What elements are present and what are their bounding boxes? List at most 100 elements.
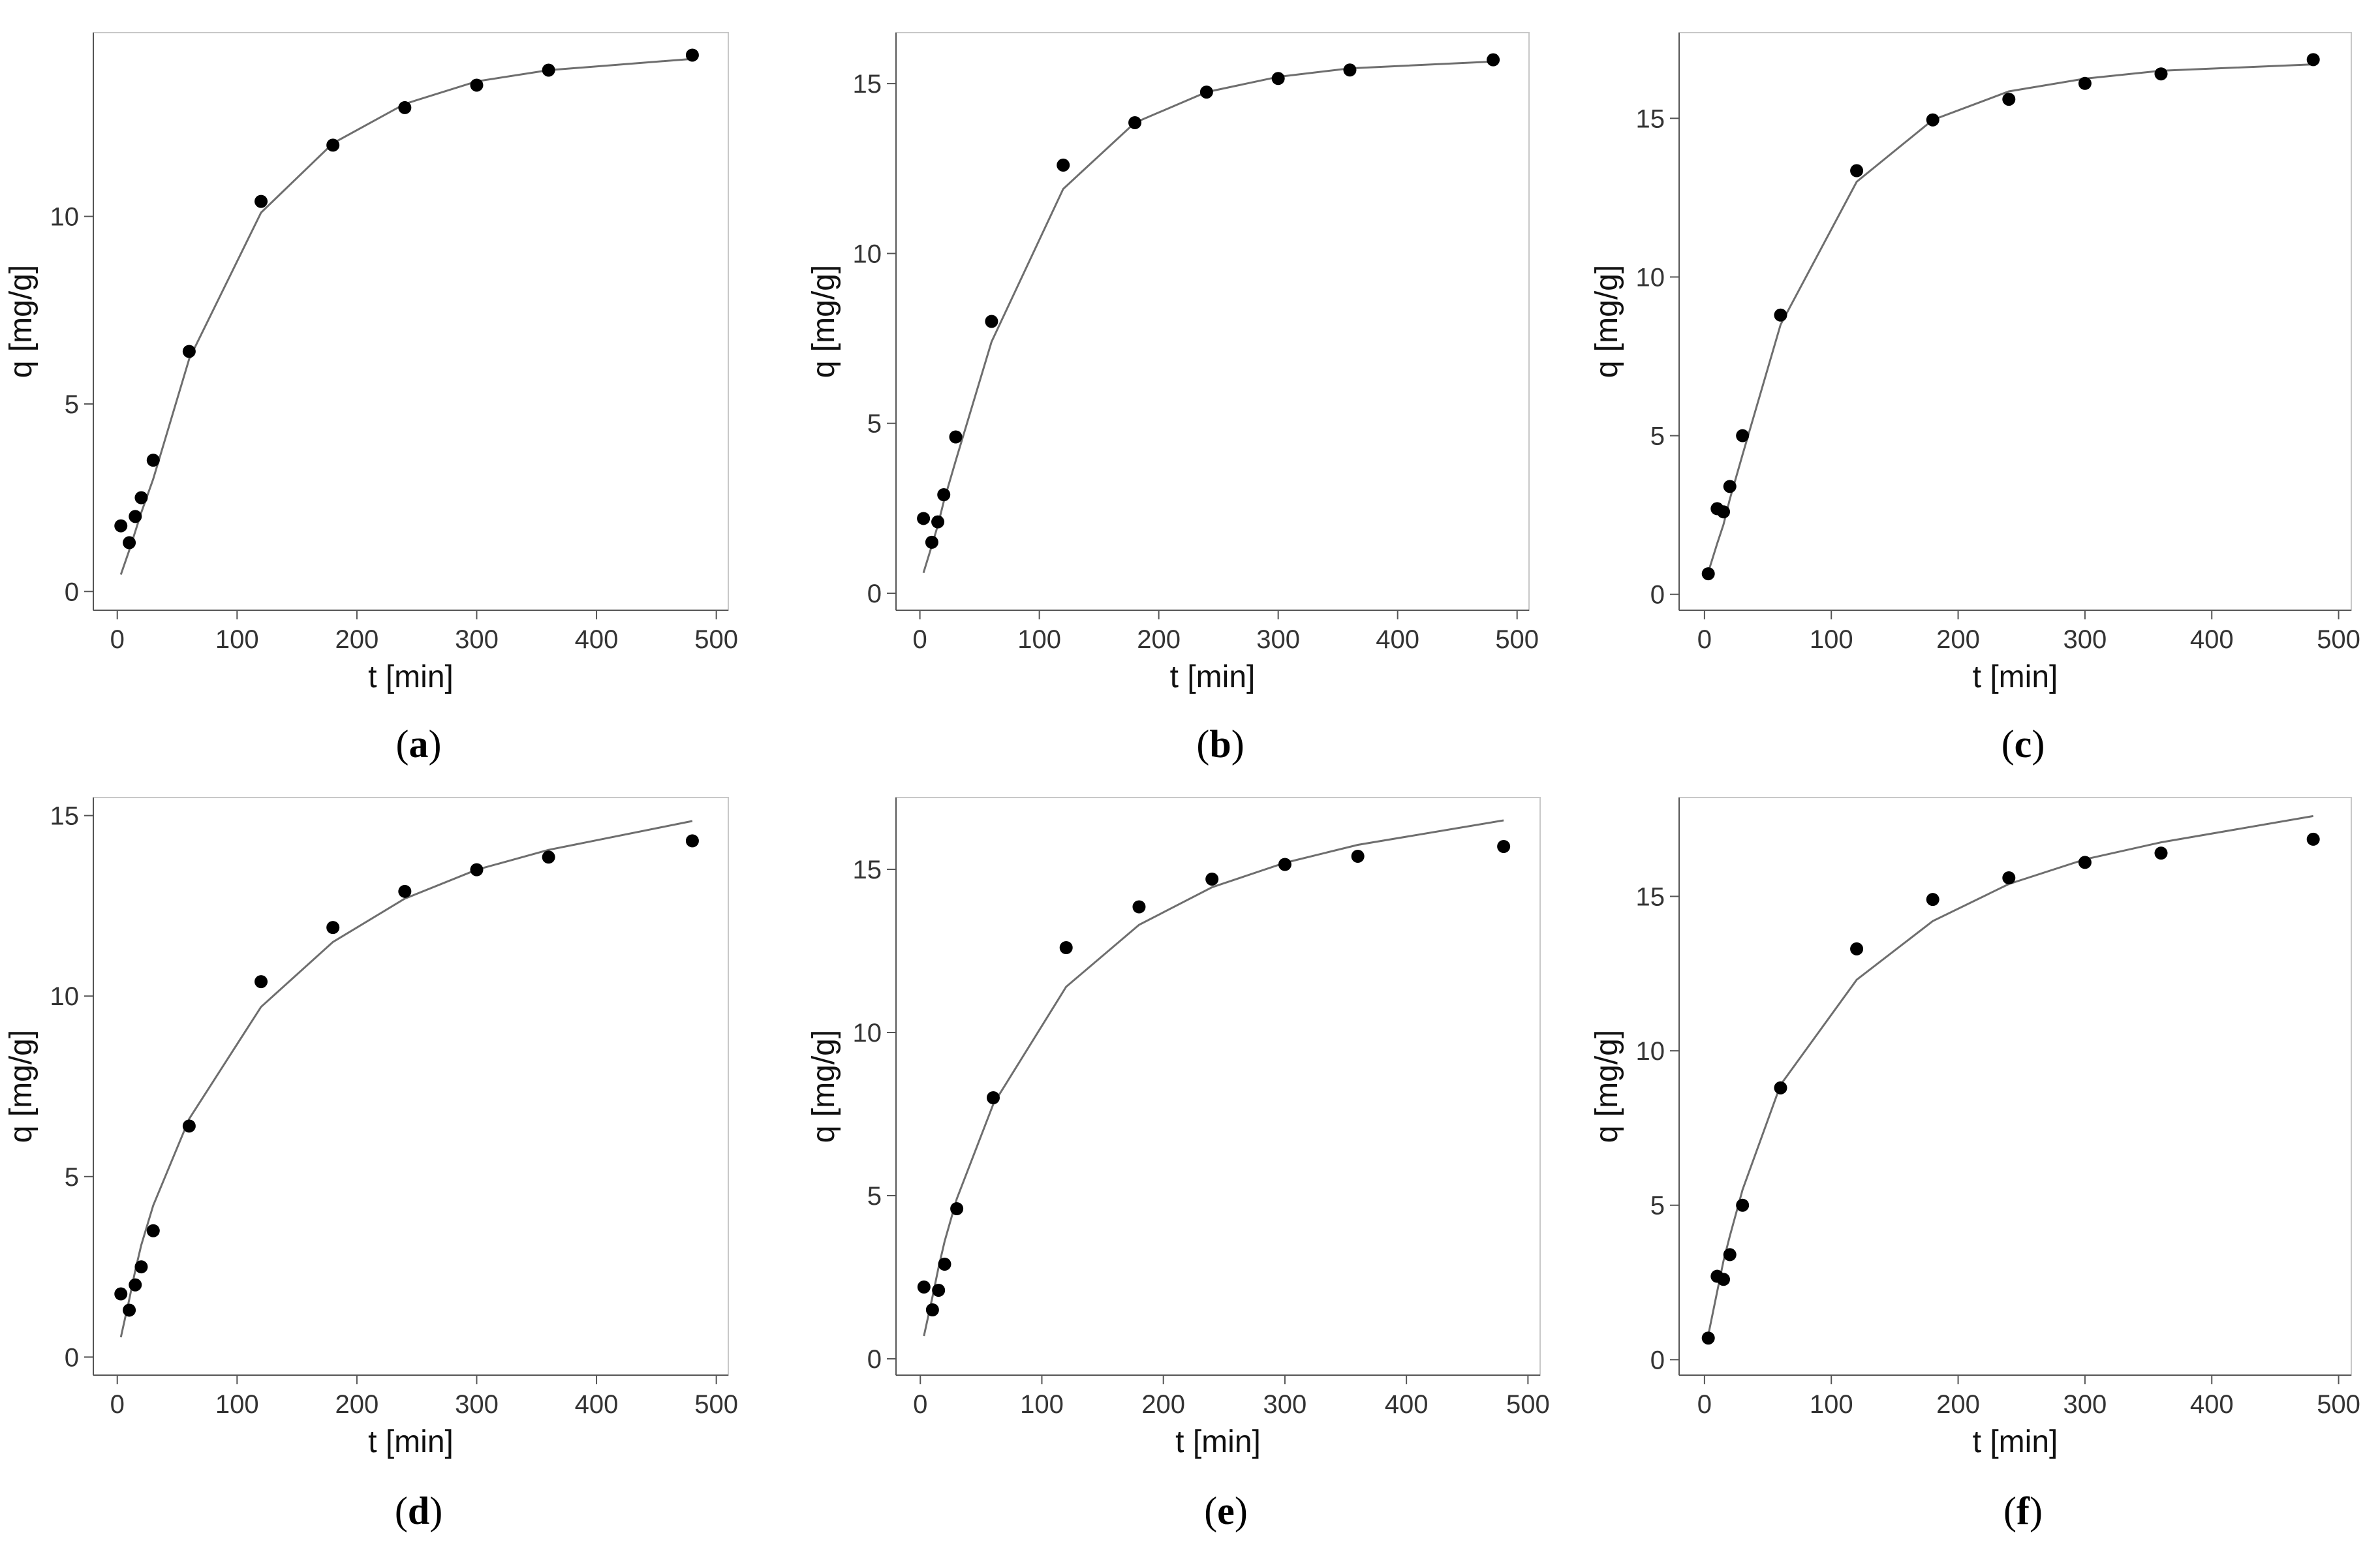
data-point xyxy=(1736,1198,1750,1212)
y-tick-label: 15 xyxy=(50,802,80,831)
y-tick-label: 15 xyxy=(853,70,882,99)
data-point xyxy=(114,519,128,533)
data-point xyxy=(1736,429,1750,442)
x-tick-label: 100 xyxy=(1017,625,1061,654)
data-point xyxy=(123,1303,136,1317)
data-point xyxy=(470,863,484,877)
data-point xyxy=(1717,505,1731,519)
fit-line xyxy=(119,57,693,575)
y-tick-label: 10 xyxy=(50,982,80,1011)
data-point xyxy=(937,488,951,501)
plot-frame xyxy=(93,32,729,611)
data-point xyxy=(1723,480,1737,493)
fit-line xyxy=(1707,815,2313,1335)
data-point xyxy=(1271,72,1285,85)
fit-line xyxy=(1707,63,2313,573)
y-tick-label: 10 xyxy=(1636,263,1665,292)
x-tick-label: 0 xyxy=(110,625,125,654)
x-tick-label: 500 xyxy=(694,1390,738,1419)
data-point xyxy=(2078,76,2092,90)
data-point xyxy=(1850,942,1864,955)
data-point xyxy=(470,78,484,92)
y-tick-label: 0 xyxy=(867,580,882,608)
x-tick-label: 500 xyxy=(1495,625,1539,654)
data-point xyxy=(917,512,931,525)
panel-caption-letter: d xyxy=(408,1489,429,1532)
panel-caption: (a) xyxy=(396,722,442,766)
x-axis-label: t [min] xyxy=(1973,1425,2058,1459)
x-tick-label: 200 xyxy=(335,625,379,654)
data-point xyxy=(2154,846,2168,860)
data-point xyxy=(950,1202,964,1215)
y-tick-label: 10 xyxy=(1636,1037,1665,1066)
y-tick-label: 0 xyxy=(65,578,79,606)
data-point xyxy=(542,63,555,77)
data-point xyxy=(1199,85,1213,99)
chart-panel-d: 0 100 200 300 400 500 0 5 10 15 t [min] q [mg/g] (d) xyxy=(4,797,738,1532)
y-tick-label: 5 xyxy=(867,1182,882,1211)
y-axis-label: q [mg/g] xyxy=(4,1030,39,1143)
data-point xyxy=(949,430,963,444)
data-point xyxy=(2306,53,2320,67)
data-point xyxy=(917,1280,931,1294)
x-tick-label: 200 xyxy=(1141,1390,1185,1419)
x-tick-label: 0 xyxy=(912,625,927,654)
data-point xyxy=(931,515,945,529)
panel-caption: (f) xyxy=(2003,1489,2043,1532)
data-point xyxy=(134,1260,148,1274)
data-point xyxy=(2078,856,2092,869)
data-point xyxy=(932,1284,946,1297)
y-tick-label: 0 xyxy=(1650,581,1665,610)
x-tick-label: 100 xyxy=(215,1390,259,1419)
data-point xyxy=(255,975,268,989)
panel-caption: (c) xyxy=(2001,722,2045,766)
panel-caption-letter: e xyxy=(1217,1489,1235,1532)
data-point xyxy=(1774,1081,1787,1094)
panel-caption-letter: a xyxy=(409,722,429,766)
y-tick-label: 15 xyxy=(853,856,882,884)
y-tick-label: 5 xyxy=(1650,1192,1665,1220)
x-tick-label: 300 xyxy=(1256,625,1300,654)
x-tick-label: 200 xyxy=(1137,625,1181,654)
data-point xyxy=(1059,941,1073,954)
data-point xyxy=(1926,113,1940,127)
data-point xyxy=(985,315,998,328)
data-point xyxy=(1723,1248,1737,1262)
x-tick-label: 300 xyxy=(2063,625,2107,654)
y-tick-label: 15 xyxy=(1636,882,1665,911)
fit-line xyxy=(922,60,1494,574)
data-point xyxy=(326,921,340,935)
data-point xyxy=(146,454,160,467)
x-tick-label: 500 xyxy=(694,625,738,654)
data-point xyxy=(1205,873,1219,886)
data-point xyxy=(129,510,142,523)
x-tick-label: 400 xyxy=(1385,1390,1429,1419)
data-point xyxy=(1343,63,1357,77)
data-point xyxy=(1057,159,1070,172)
fit-line xyxy=(119,820,693,1338)
data-point xyxy=(129,1278,142,1292)
x-tick-label: 200 xyxy=(1936,1390,1980,1419)
data-point xyxy=(685,834,699,848)
x-tick-label: 500 xyxy=(1506,1390,1550,1419)
y-axis-label: q [mg/g] xyxy=(807,265,841,378)
data-point xyxy=(2002,871,2016,885)
data-point xyxy=(685,48,699,62)
y-axis-label: q [mg/g] xyxy=(807,1030,841,1143)
data-point xyxy=(2306,832,2320,846)
y-tick-label: 0 xyxy=(867,1345,882,1374)
chart-panel-f: 0 100 200 300 400 500 0 5 10 15 t [min] q [mg/g] (f) xyxy=(1590,797,2360,1532)
x-axis-label: t [min] xyxy=(1175,1425,1261,1459)
data-point xyxy=(114,1287,128,1301)
data-point xyxy=(1701,1331,1715,1345)
data-point xyxy=(134,491,148,504)
y-axis-label: q [mg/g] xyxy=(4,265,39,378)
plot-frame xyxy=(895,797,1541,1376)
x-axis-label: t [min] xyxy=(1973,660,2058,694)
x-tick-label: 400 xyxy=(1376,625,1419,654)
data-point xyxy=(1351,850,1365,863)
y-tick-label: 0 xyxy=(65,1343,79,1372)
x-tick-label: 300 xyxy=(1263,1390,1307,1419)
data-point xyxy=(1717,1273,1731,1286)
